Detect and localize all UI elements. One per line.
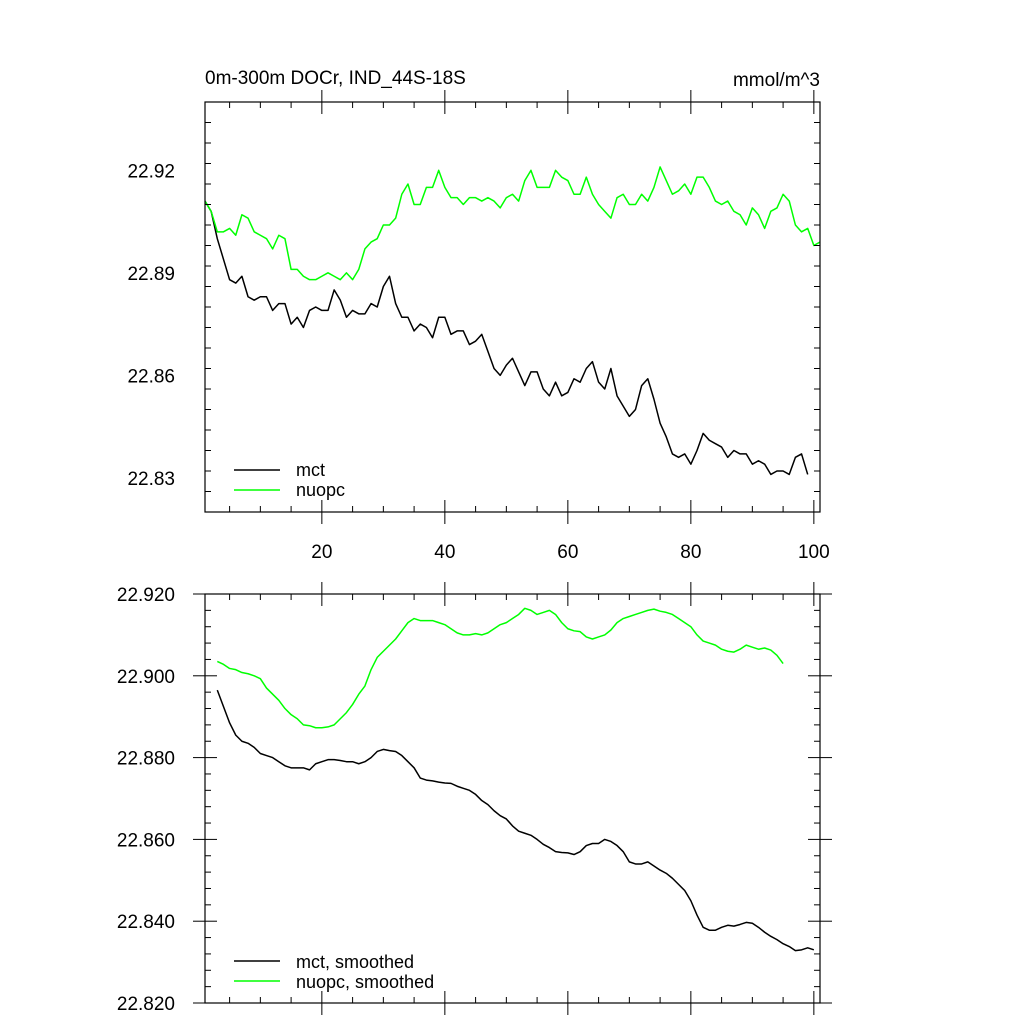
legend-label-mct-smoothed: mct, smoothed — [296, 952, 414, 972]
top-series-line-mct — [204, 200, 809, 476]
top-x-tick-label: 40 — [434, 542, 455, 563]
bottom-y-tick-label: 22.820 — [117, 994, 175, 1015]
bottom-y-tick-label: 22.860 — [117, 830, 175, 851]
top-y-tick-label: 22.92 — [127, 161, 175, 182]
top-x-tick-label: 20 — [311, 542, 332, 563]
bottom-plot-frame — [204, 593, 821, 1004]
top-series-line-nuopc — [204, 166, 821, 281]
top-y-tick-label: 22.83 — [127, 469, 175, 490]
legend-label-nuopc: nuopc — [296, 480, 345, 500]
top-legend: mct nuopc — [234, 460, 345, 500]
top-x-tick-label: 60 — [557, 542, 578, 563]
bottom-y-tick-label: 22.840 — [117, 912, 175, 933]
top-panel: 0m-300m DOCr, IND_44S-18S mmol/m^3 20 40 6… — [127, 68, 829, 563]
bottom-y-tick-label: 22.880 — [117, 749, 175, 770]
bottom-legend: mct, smoothed nuopc, smoothed — [234, 952, 434, 992]
legend-label-mct: mct — [296, 460, 325, 480]
top-series-group — [204, 166, 821, 476]
top-x-tick-label: 80 — [680, 542, 701, 563]
top-x-tick-label: 100 — [798, 542, 830, 563]
bottom-series-line-mct-smoothed — [216, 689, 815, 952]
bottom-series-line-nuopc-smoothed — [216, 607, 784, 729]
bottom-axes: 22.820 22.840 22.860 22.880 22.900 22.920 — [117, 582, 832, 1015]
top-y-tick-label: 22.86 — [127, 366, 175, 387]
top-axes: 20 40 60 80 100 22.83 22.86 22.89 22.92 — [127, 90, 830, 563]
bottom-panel: 22.820 22.840 22.860 22.880 22.900 22.920 mct… — [117, 582, 832, 1015]
top-title: 0m-300m DOCr, IND_44S-18S — [205, 68, 466, 89]
legend-label-nuopc-smoothed: nuopc, smoothed — [296, 972, 434, 992]
bottom-series-group — [216, 607, 815, 952]
top-units: mmol/m^3 — [733, 70, 820, 91]
bottom-y-tick-label: 22.900 — [117, 667, 175, 688]
top-y-tick-label: 22.89 — [127, 264, 175, 285]
top-plot-frame — [204, 101, 821, 513]
bottom-y-tick-label: 22.920 — [117, 585, 175, 606]
